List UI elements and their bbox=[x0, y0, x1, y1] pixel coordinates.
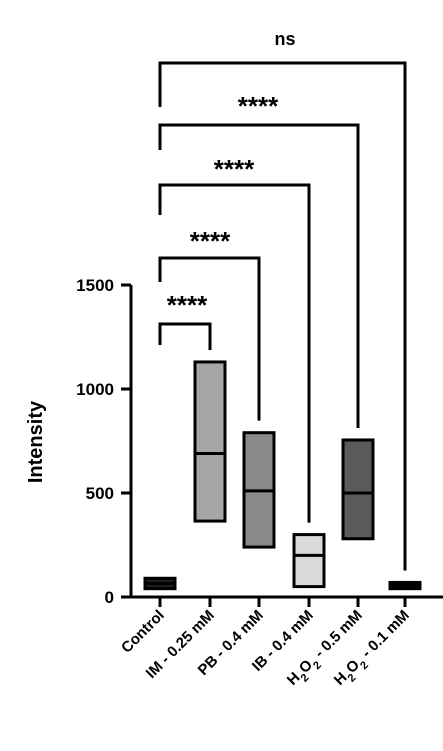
x-tick-label: Control bbox=[118, 607, 168, 657]
y-tick-label: 1000 bbox=[76, 380, 114, 399]
significance-label: **** bbox=[238, 91, 279, 121]
y-ticks: 0 500 1000 1500 bbox=[76, 276, 131, 607]
axes bbox=[129, 285, 443, 599]
comparison-bracket-3 bbox=[158, 256, 261, 421]
comparison-bracket-1 bbox=[158, 123, 360, 428]
significance-label: **** bbox=[190, 226, 231, 256]
box-3 bbox=[292, 533, 326, 589]
significance-brackets: ns **** **** **** **** bbox=[158, 29, 407, 571]
y-tick-label: 500 bbox=[86, 484, 114, 503]
significance-label: ns bbox=[274, 29, 295, 49]
y-axis-label: Intensity bbox=[25, 400, 47, 483]
comparison-bracket-0 bbox=[158, 61, 407, 571]
box-series bbox=[143, 360, 422, 591]
significance-label: **** bbox=[167, 290, 208, 320]
comparison-bracket-2 bbox=[158, 183, 311, 523]
comparison-bracket-4 bbox=[158, 322, 212, 350]
y-tick-label: 1500 bbox=[76, 276, 114, 295]
significance-label: **** bbox=[214, 154, 255, 184]
box-1 bbox=[193, 360, 227, 523]
box-4 bbox=[341, 438, 375, 541]
y-tick-label: 0 bbox=[105, 588, 114, 607]
